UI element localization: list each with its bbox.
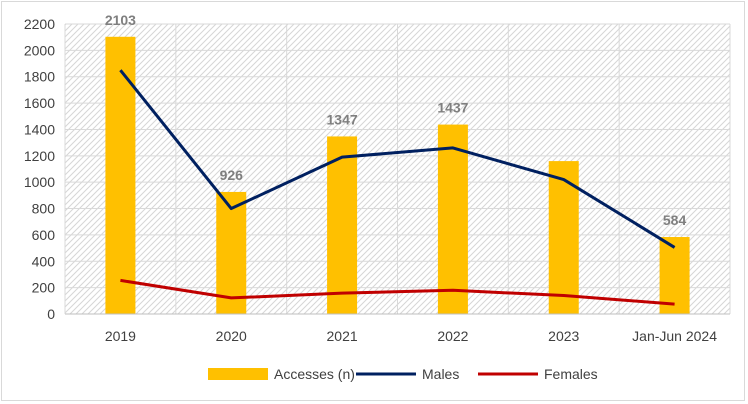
x-tick-label: 2022 xyxy=(437,328,468,344)
legend-label: Males xyxy=(422,366,459,382)
y-tick-label: 1600 xyxy=(24,95,55,111)
bar-accesses xyxy=(327,136,358,314)
gridlines xyxy=(64,23,731,315)
x-tick-label: 2020 xyxy=(216,328,247,344)
bar-accesses xyxy=(216,191,247,314)
legend-label: Females xyxy=(544,366,598,382)
y-tick-label: 0 xyxy=(47,306,55,322)
y-tick-label: 2200 xyxy=(24,16,55,32)
y-tick-label: 600 xyxy=(32,227,56,243)
bar-series xyxy=(105,36,690,314)
x-tick-label: 2023 xyxy=(548,328,579,344)
legend: Accesses (n) Males Females xyxy=(208,366,598,382)
bar-accesses xyxy=(548,161,579,314)
y-tick-label: 1400 xyxy=(24,121,55,137)
bar-accesses xyxy=(659,237,690,314)
data-label: 584 xyxy=(663,212,687,228)
data-label: 1437 xyxy=(437,100,468,116)
y-tick-label: 200 xyxy=(32,280,56,296)
y-tick-label: 2000 xyxy=(24,42,55,58)
legend-swatch xyxy=(208,368,268,380)
y-tick-label: 800 xyxy=(32,201,56,217)
x-tick-label: 2019 xyxy=(105,328,136,344)
line-females xyxy=(120,278,675,306)
y-tick-label: 1200 xyxy=(24,148,55,164)
y-tick-label: 1800 xyxy=(24,69,55,85)
x-axis: 2019 2020 2021 2022 2023 Jan-Jun 2024 xyxy=(65,313,730,344)
x-tick-label: Jan-Jun 2024 xyxy=(632,328,717,344)
data-label: 926 xyxy=(220,167,244,183)
data-label: 2103 xyxy=(105,12,136,28)
legend-label: Accesses (n) xyxy=(274,366,355,382)
data-label: 1347 xyxy=(327,111,358,127)
bar-accesses xyxy=(105,36,136,314)
x-tick-label: 2021 xyxy=(327,328,358,344)
bar-accesses xyxy=(437,124,468,314)
line-series xyxy=(119,69,676,306)
data-labels: 2103 926 1347 1437 584 xyxy=(105,12,687,228)
line-males xyxy=(119,69,676,249)
y-tick-label: 400 xyxy=(32,253,56,269)
y-tick-label: 1000 xyxy=(24,174,55,190)
y-axis: 0 200 400 600 800 1000 1200 1400 1600 1800 2000 220… xyxy=(24,16,55,322)
